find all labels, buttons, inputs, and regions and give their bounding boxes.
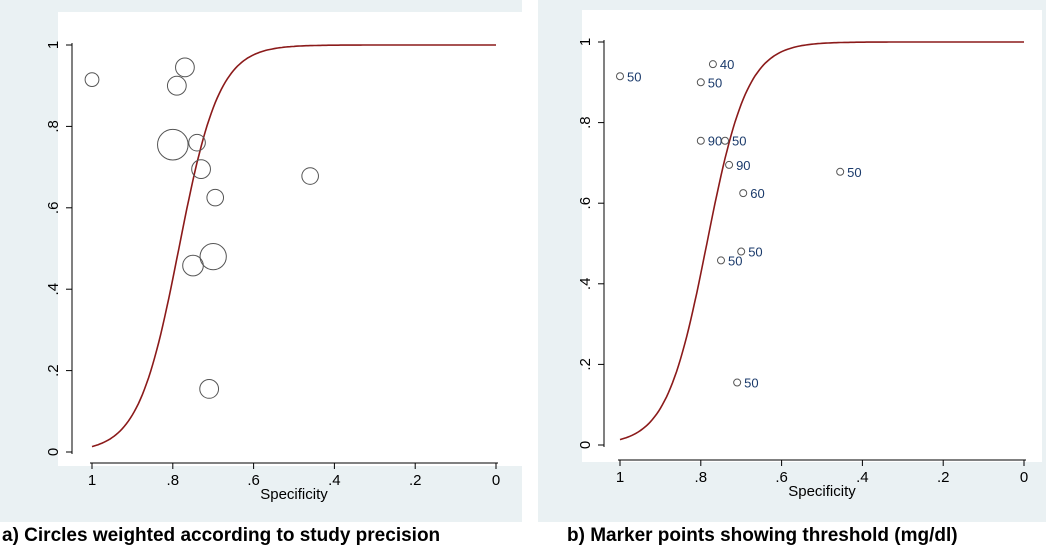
- x-tick-label: .8: [695, 469, 708, 486]
- x-tick-label: .6: [247, 472, 260, 489]
- data-point: [166, 75, 187, 96]
- chart-panel-b: 0 .2 .4 .6 .8 1 1 .8 .6 .4 .2 0 Specificity 50 40 50 90 5…: [538, 0, 1046, 554]
- x-tick-label: .4: [856, 469, 869, 486]
- data-point: [737, 247, 746, 256]
- data-point: [206, 188, 225, 207]
- data-point: [721, 136, 730, 145]
- data-point-label: 50: [708, 75, 722, 90]
- y-tick-label: .2: [577, 358, 594, 371]
- x-tick-label: .4: [328, 472, 341, 489]
- data-point: [84, 72, 100, 87]
- x-tick-label: .2: [937, 469, 950, 486]
- y-tick-label: 1: [45, 41, 62, 49]
- x-axis-label: Specificity: [260, 486, 328, 503]
- data-point-label: 50: [847, 165, 861, 180]
- chart-panel-a: 0 .2 .4 .6 .8 1 1 .8 .6 .4 .2 0 Specificity: [0, 0, 522, 554]
- plot-area: [582, 10, 1042, 462]
- x-axis-label: Specificity: [788, 483, 856, 500]
- data-point: [836, 167, 845, 176]
- data-point: [191, 159, 211, 180]
- y-tick-label: .8: [45, 120, 62, 133]
- plot-area: [58, 12, 522, 466]
- data-point-label: 50: [744, 376, 758, 391]
- y-tick-label: .8: [577, 116, 594, 129]
- y-tick-label: 0: [577, 441, 594, 449]
- chart-a-caption: a) Circles weighted according to study p…: [2, 525, 441, 546]
- data-point: [725, 160, 734, 169]
- data-point: [157, 128, 189, 161]
- data-point: [708, 60, 717, 69]
- y-tick-label: .6: [577, 197, 594, 210]
- y-tick-label: .4: [45, 283, 62, 296]
- data-point: [733, 378, 742, 387]
- data-point: [199, 243, 227, 271]
- y-tick-label: 1: [577, 38, 594, 46]
- data-point-label: 60: [750, 186, 764, 201]
- x-tick-label: .2: [409, 472, 422, 489]
- data-point-label: 50: [728, 253, 742, 268]
- x-tick-label: 1: [616, 469, 624, 486]
- data-point: [175, 57, 195, 78]
- data-point: [696, 78, 705, 87]
- x-tick-label: 1: [88, 472, 96, 489]
- x-tick-label: .6: [775, 469, 788, 486]
- data-point-label: 40: [720, 57, 734, 72]
- data-point: [182, 254, 204, 277]
- x-tick-label: 0: [492, 472, 500, 489]
- data-point: [739, 189, 748, 198]
- data-point: [199, 379, 220, 399]
- data-point-label: 90: [736, 158, 750, 173]
- data-point: [616, 72, 624, 81]
- y-tick-label: .2: [45, 364, 62, 377]
- y-tick-label: .4: [577, 278, 594, 291]
- y-tick-label: .6: [45, 202, 62, 215]
- data-point: [696, 136, 705, 145]
- chart-a-svg: 0 .2 .4 .6 .8 1 1 .8 .6 .4 .2 0 Specificity: [0, 0, 522, 522]
- data-point: [717, 256, 725, 265]
- data-point-label: 90: [708, 134, 722, 149]
- chart-b-svg: 0 .2 .4 .6 .8 1 1 .8 .6 .4 .2 0 Specificity 50 40 50 90 5…: [538, 0, 1046, 522]
- chart-b-caption: b) Marker points showing threshold (mg/d…: [567, 525, 958, 546]
- data-point: [301, 167, 319, 185]
- sroc-curve: [619, 41, 1024, 441]
- data-point-label: 50: [748, 245, 762, 260]
- data-point: [188, 133, 206, 152]
- y-tick-label: 0: [45, 448, 62, 456]
- sroc-curve: [91, 44, 496, 448]
- data-point-label: 50: [627, 69, 641, 84]
- data-point-label: 50: [732, 134, 746, 149]
- x-tick-label: .8: [167, 472, 180, 489]
- x-tick-label: 0: [1020, 469, 1028, 486]
